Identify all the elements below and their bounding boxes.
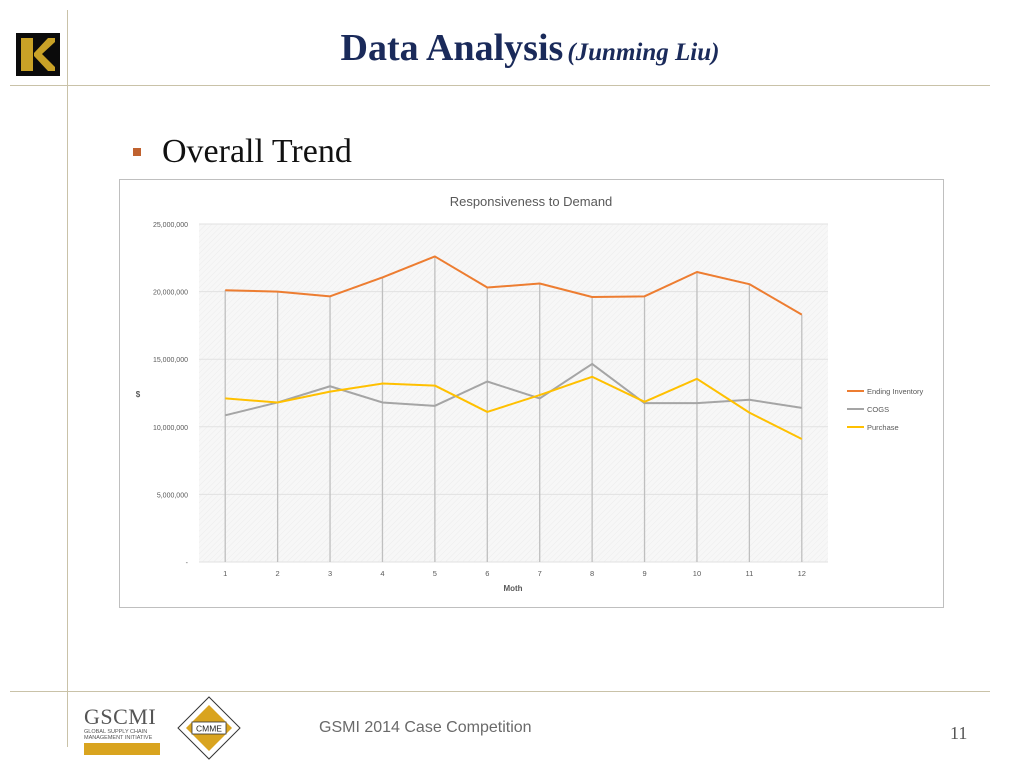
x-tick-label: 9 (642, 569, 646, 578)
y-tick-label: - (186, 560, 189, 567)
legend-label: Purchase (867, 423, 899, 432)
page-title: Data Analysis (Junming Liu) (0, 26, 1024, 70)
title-author: (Junming Liu) (567, 39, 720, 66)
page-number: 11 (950, 723, 968, 743)
series-line-cogs (224, 362, 802, 417)
x-tick-label: 11 (745, 569, 753, 578)
line-chart: - 5,000,000 10,000,000 15,000,000 20,000,000… (136, 194, 924, 593)
bullet-square-icon (133, 148, 141, 156)
legend-label: Ending Inventory (867, 387, 924, 396)
gscmi-logo-text: GSCMI (84, 704, 157, 729)
footer-logos: GSCMI GLOBAL SUPPLY CHAIN MANAGEMENT INI… (84, 695, 254, 761)
x-tick-label: 8 (590, 569, 594, 578)
y-tick-label: 15,000,000 (153, 357, 188, 364)
plot-area (199, 224, 828, 562)
gscmi-logo-subtitle: GLOBAL SUPPLY CHAIN MANAGEMENT INITIATIV… (84, 729, 164, 741)
y-tick-label: 5,000,000 (157, 492, 188, 499)
cmme-seal-icon: CMME (176, 695, 242, 761)
footer-caption: GSMI 2014 Case Competition (319, 719, 532, 736)
chart-title: Responsiveness to Demand (450, 194, 613, 209)
x-tick-label: 12 (798, 569, 806, 578)
x-tick-label: 2 (276, 569, 280, 578)
x-tick-label: 6 (485, 569, 489, 578)
gscmi-line1: GLOBAL SUPPLY CHAIN (84, 729, 148, 735)
x-tick-label: 5 (433, 569, 437, 578)
y-axis-label: $ (136, 390, 141, 399)
x-tick-label: 10 (693, 569, 701, 578)
k-logo-icon (16, 33, 60, 76)
title-main: Data Analysis (340, 27, 564, 69)
vertical-rule (67, 10, 68, 747)
x-tick-label: 4 (380, 569, 384, 578)
gscmi-icon-strip (84, 743, 160, 755)
x-tick-label: 1 (223, 569, 227, 578)
chart-container: - 5,000,000 10,000,000 15,000,000 20,000,000… (119, 179, 944, 608)
cmme-label: CMME (196, 724, 222, 734)
legend-label: COGS (867, 405, 889, 414)
y-tick-label: 25,000,000 (153, 222, 188, 229)
gscmi-line2: MANAGEMENT INITIATIVE (84, 735, 153, 741)
series-line-ending-inventory (225, 255, 803, 316)
x-tick-label: 3 (328, 569, 332, 578)
x-axis-label: Moth (503, 584, 522, 593)
series-line-purchase (225, 375, 803, 440)
bullet-text: Overall Trend (162, 133, 352, 170)
x-tick-label: 7 (538, 569, 542, 578)
bullet-item: Overall Trend (133, 133, 352, 171)
y-tick-label: 20,000,000 (153, 290, 188, 297)
top-rule (10, 85, 990, 86)
y-tick-label: 10,000,000 (153, 425, 188, 432)
bottom-rule (10, 691, 990, 692)
